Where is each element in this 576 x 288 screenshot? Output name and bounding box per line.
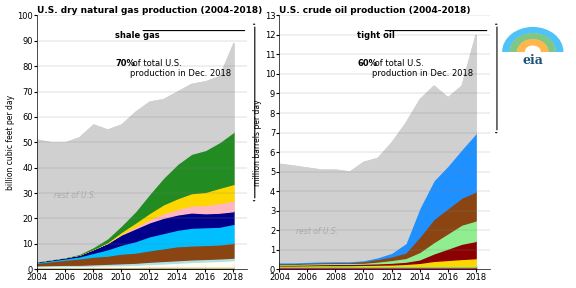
Text: 70%: 70% (115, 58, 135, 67)
Wedge shape (503, 28, 563, 52)
Text: eia: eia (522, 54, 543, 67)
Wedge shape (510, 34, 555, 52)
Text: 60%: 60% (357, 58, 377, 67)
Text: U.S. dry natural gas production (2004-2018): U.S. dry natural gas production (2004-20… (37, 5, 263, 15)
Text: tight oil: tight oil (357, 31, 395, 39)
Y-axis label: billion cubic feet per day: billion cubic feet per day (6, 95, 14, 190)
Text: of total U.S.
production in Dec. 2018: of total U.S. production in Dec. 2018 (372, 58, 473, 78)
Text: U.S. crude oil production (2004-2018): U.S. crude oil production (2004-2018) (279, 5, 471, 15)
Text: of total U.S.
production in Dec. 2018: of total U.S. production in Dec. 2018 (130, 58, 231, 78)
Text: rest of U.S.: rest of U.S. (296, 227, 338, 236)
Y-axis label: million barrels per day: million barrels per day (253, 99, 262, 186)
Text: rest of U.S.: rest of U.S. (54, 191, 96, 200)
Text: shale gas: shale gas (115, 31, 160, 39)
Wedge shape (518, 40, 548, 52)
